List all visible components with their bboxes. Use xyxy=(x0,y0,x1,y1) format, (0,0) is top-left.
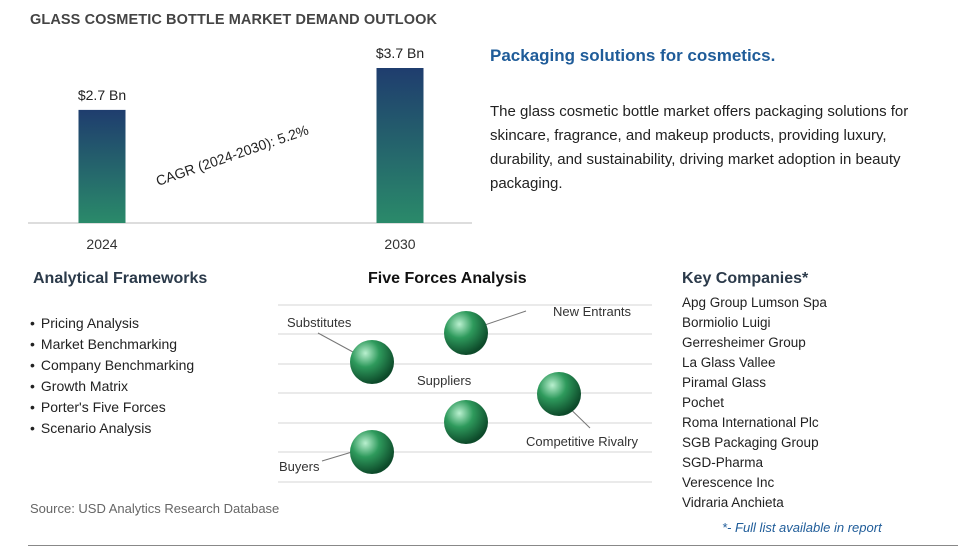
label-substitutes: Substitutes xyxy=(287,315,352,330)
bottom-divider xyxy=(28,545,958,546)
label-competitive-rivalry: Competitive Rivalry xyxy=(526,434,638,449)
company-item: Bormiolio Luigi xyxy=(682,315,771,330)
company-item: Roma International Plc xyxy=(682,415,819,430)
bar-value-label: $3.7 Bn xyxy=(376,45,424,61)
bar-2030 xyxy=(376,68,424,223)
company-item: Piramal Glass xyxy=(682,375,767,390)
description-heading: Packaging solutions for cosmetics. xyxy=(490,46,776,65)
x-tick-label: 2024 xyxy=(86,236,117,252)
label-new-entrants: New Entrants xyxy=(553,304,632,319)
five-forces-connectors xyxy=(317,310,591,462)
company-item: SGD-Pharma xyxy=(682,455,764,470)
x-tick-label: 2030 xyxy=(384,236,415,252)
bar-2024 xyxy=(78,109,126,223)
sphere-competitive-rivalry xyxy=(537,372,581,416)
company-item: Vidraria Anchieta xyxy=(682,495,784,510)
sphere-substitutes xyxy=(350,340,394,384)
analytical-frameworks-heading: Analytical Frameworks xyxy=(33,270,208,287)
five-forces-grid xyxy=(278,304,652,483)
five-forces-heading: Five Forces Analysis xyxy=(368,270,527,287)
key-companies-list: Apg Group Lumson Spa Bormiolio Luigi Ger… xyxy=(682,293,827,513)
company-item: Verescence Inc xyxy=(682,475,775,490)
key-companies-heading: Key Companies* xyxy=(682,270,809,287)
label-buyers: Buyers xyxy=(279,459,320,474)
company-item: Gerresheimer Group xyxy=(682,335,806,350)
bar-value-label: $2.7 Bn xyxy=(78,87,126,103)
market-bar-chart: $2.7 Bn 2024 $3.7 Bn 2030 CAGR (2024-2030):… xyxy=(28,45,472,252)
sphere-suppliers xyxy=(444,400,488,444)
full-list-note: *- Full list available in report xyxy=(722,520,882,535)
framework-item: Scenario Analysis xyxy=(30,418,194,439)
framework-item: Pricing Analysis xyxy=(30,313,194,334)
source-note: Source: USD Analytics Research Database xyxy=(30,501,280,516)
description-text: The glass cosmetic bottle market offers … xyxy=(490,103,909,192)
framework-item: Growth Matrix xyxy=(30,376,194,397)
sphere-new-entrants xyxy=(444,311,488,355)
company-item: Pochet xyxy=(682,395,725,410)
page-title: GLASS COSMETIC BOTTLE MARKET DEMAND OUTL… xyxy=(30,12,438,28)
framework-item: Porter's Five Forces xyxy=(30,397,194,418)
framework-item: Company Benchmarking xyxy=(30,355,194,376)
company-item: SGB Packaging Group xyxy=(682,435,819,450)
company-item: Apg Group Lumson Spa xyxy=(682,295,827,310)
label-suppliers: Suppliers xyxy=(417,373,472,388)
framework-item: Market Benchmarking xyxy=(30,334,194,355)
analytical-frameworks-list: Pricing Analysis Market Benchmarking Com… xyxy=(30,313,194,439)
cagr-annotation: CAGR (2024-2030): 5.2% xyxy=(154,122,311,189)
sphere-buyers xyxy=(350,430,394,474)
company-item: La Glass Vallee xyxy=(682,355,776,370)
